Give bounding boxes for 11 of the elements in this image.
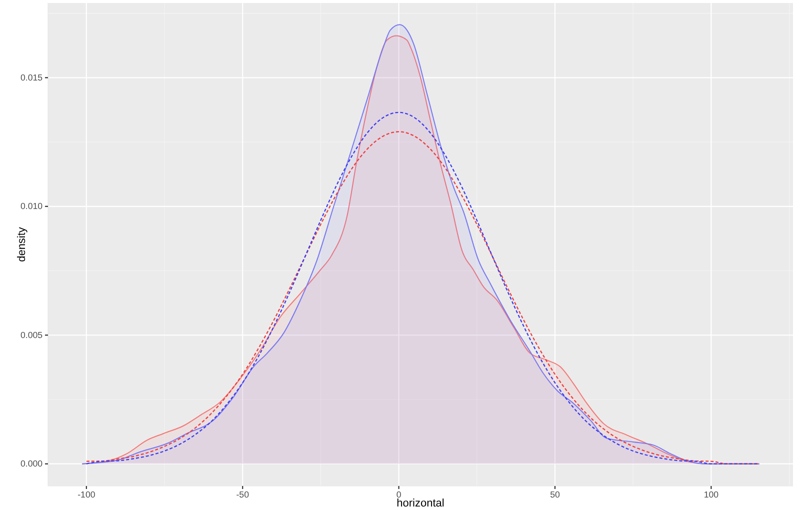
x-tick-label: 100 — [704, 490, 719, 500]
x-tick-label: -100 — [78, 490, 96, 500]
x-tick-label: 0 — [396, 490, 402, 500]
y-tick-label: 0.000 — [20, 458, 43, 469]
y-tick-label: 0.005 — [20, 330, 43, 340]
y-tick-label: 0.015 — [20, 72, 43, 82]
x-tick-label: 50 — [550, 490, 560, 500]
y-tick-label: 0.010 — [20, 201, 43, 212]
x-axis-title: horizontal — [396, 498, 444, 510]
x-tick-label: -50 — [236, 490, 250, 500]
y-axis-title: density — [16, 226, 28, 262]
